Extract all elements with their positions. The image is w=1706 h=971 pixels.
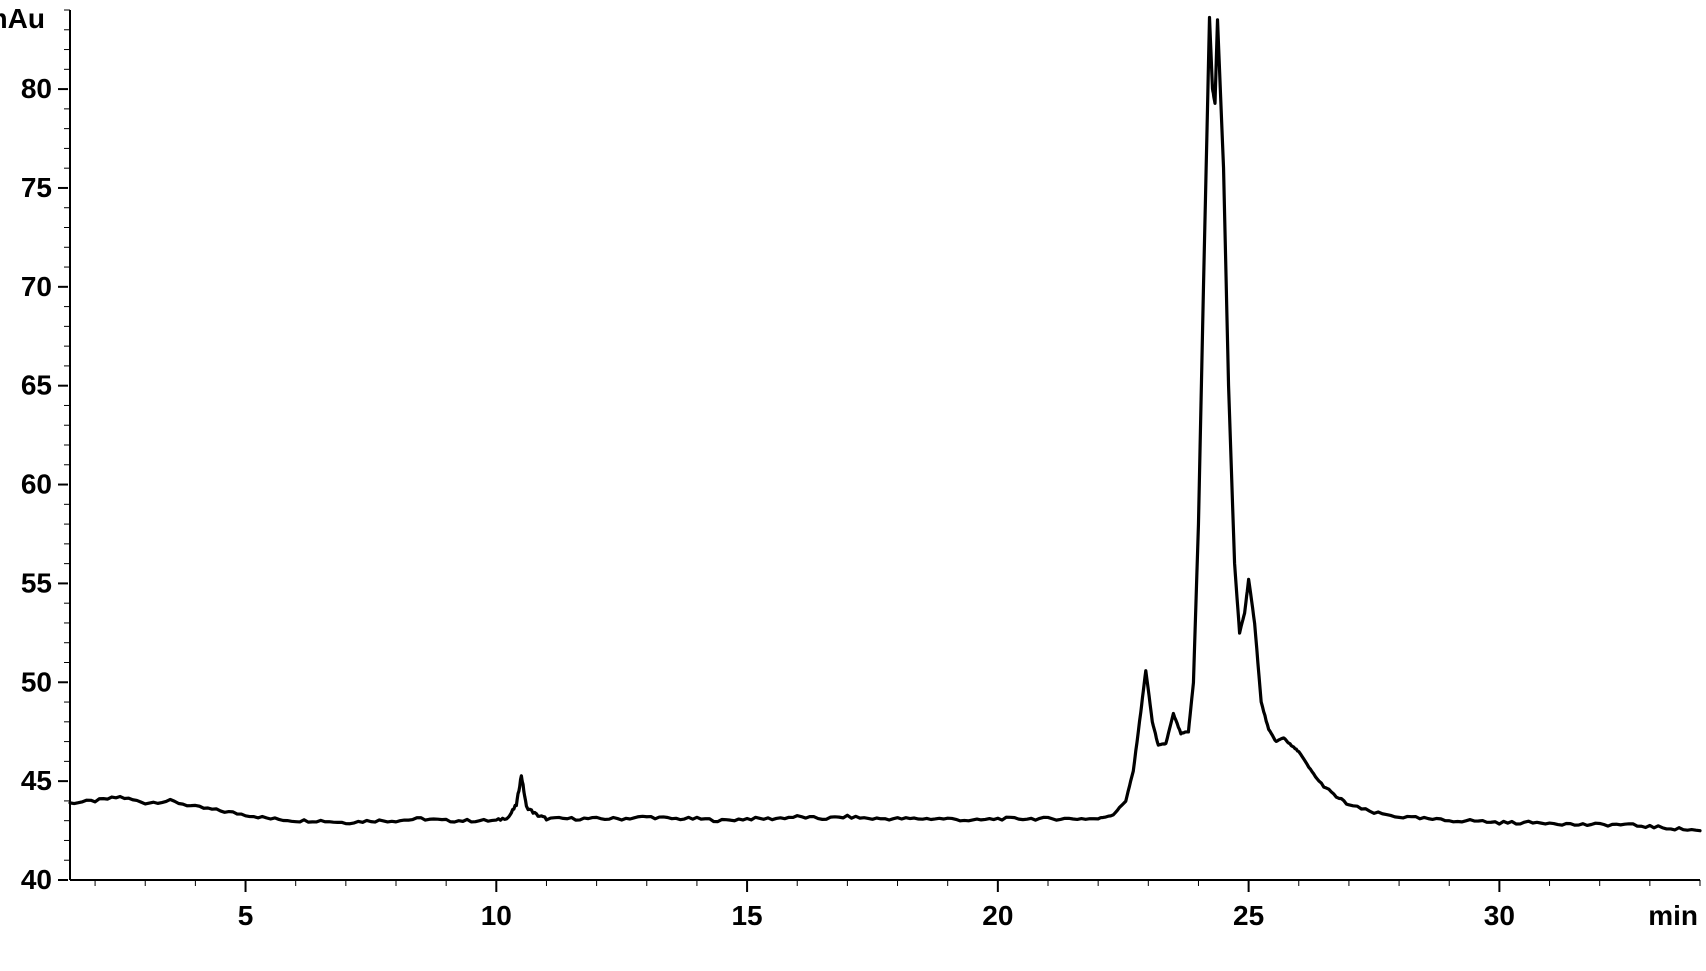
y-tick-label: 70 [21,271,52,302]
chart-svg: 40 45 50 55 60 65 70 75 80 5 10 15 20 25 30 mAu min [0,0,1706,971]
x-tick-label: 30 [1484,900,1515,931]
y-tick-label: 55 [21,567,52,598]
y-tick-label: 45 [21,765,52,796]
y-tick-label: 80 [21,73,52,104]
x-axis-label: min [1648,900,1698,931]
y-tick-label: 40 [21,864,52,895]
x-tick-label: 10 [481,900,512,931]
x-tick-label: 25 [1233,900,1264,931]
y-tick-label: 60 [21,469,52,500]
chromatogram-chart: 40 45 50 55 60 65 70 75 80 5 10 15 20 25 30 mAu min [0,0,1706,971]
x-tick-label: 20 [982,900,1013,931]
y-tick-label: 50 [21,666,52,697]
y-tick-label: 75 [21,172,52,203]
y-axis-label: mAu [0,3,45,34]
x-tick-label: 15 [731,900,762,931]
y-tick-label: 65 [21,370,52,401]
x-tick-label: 5 [238,900,254,931]
